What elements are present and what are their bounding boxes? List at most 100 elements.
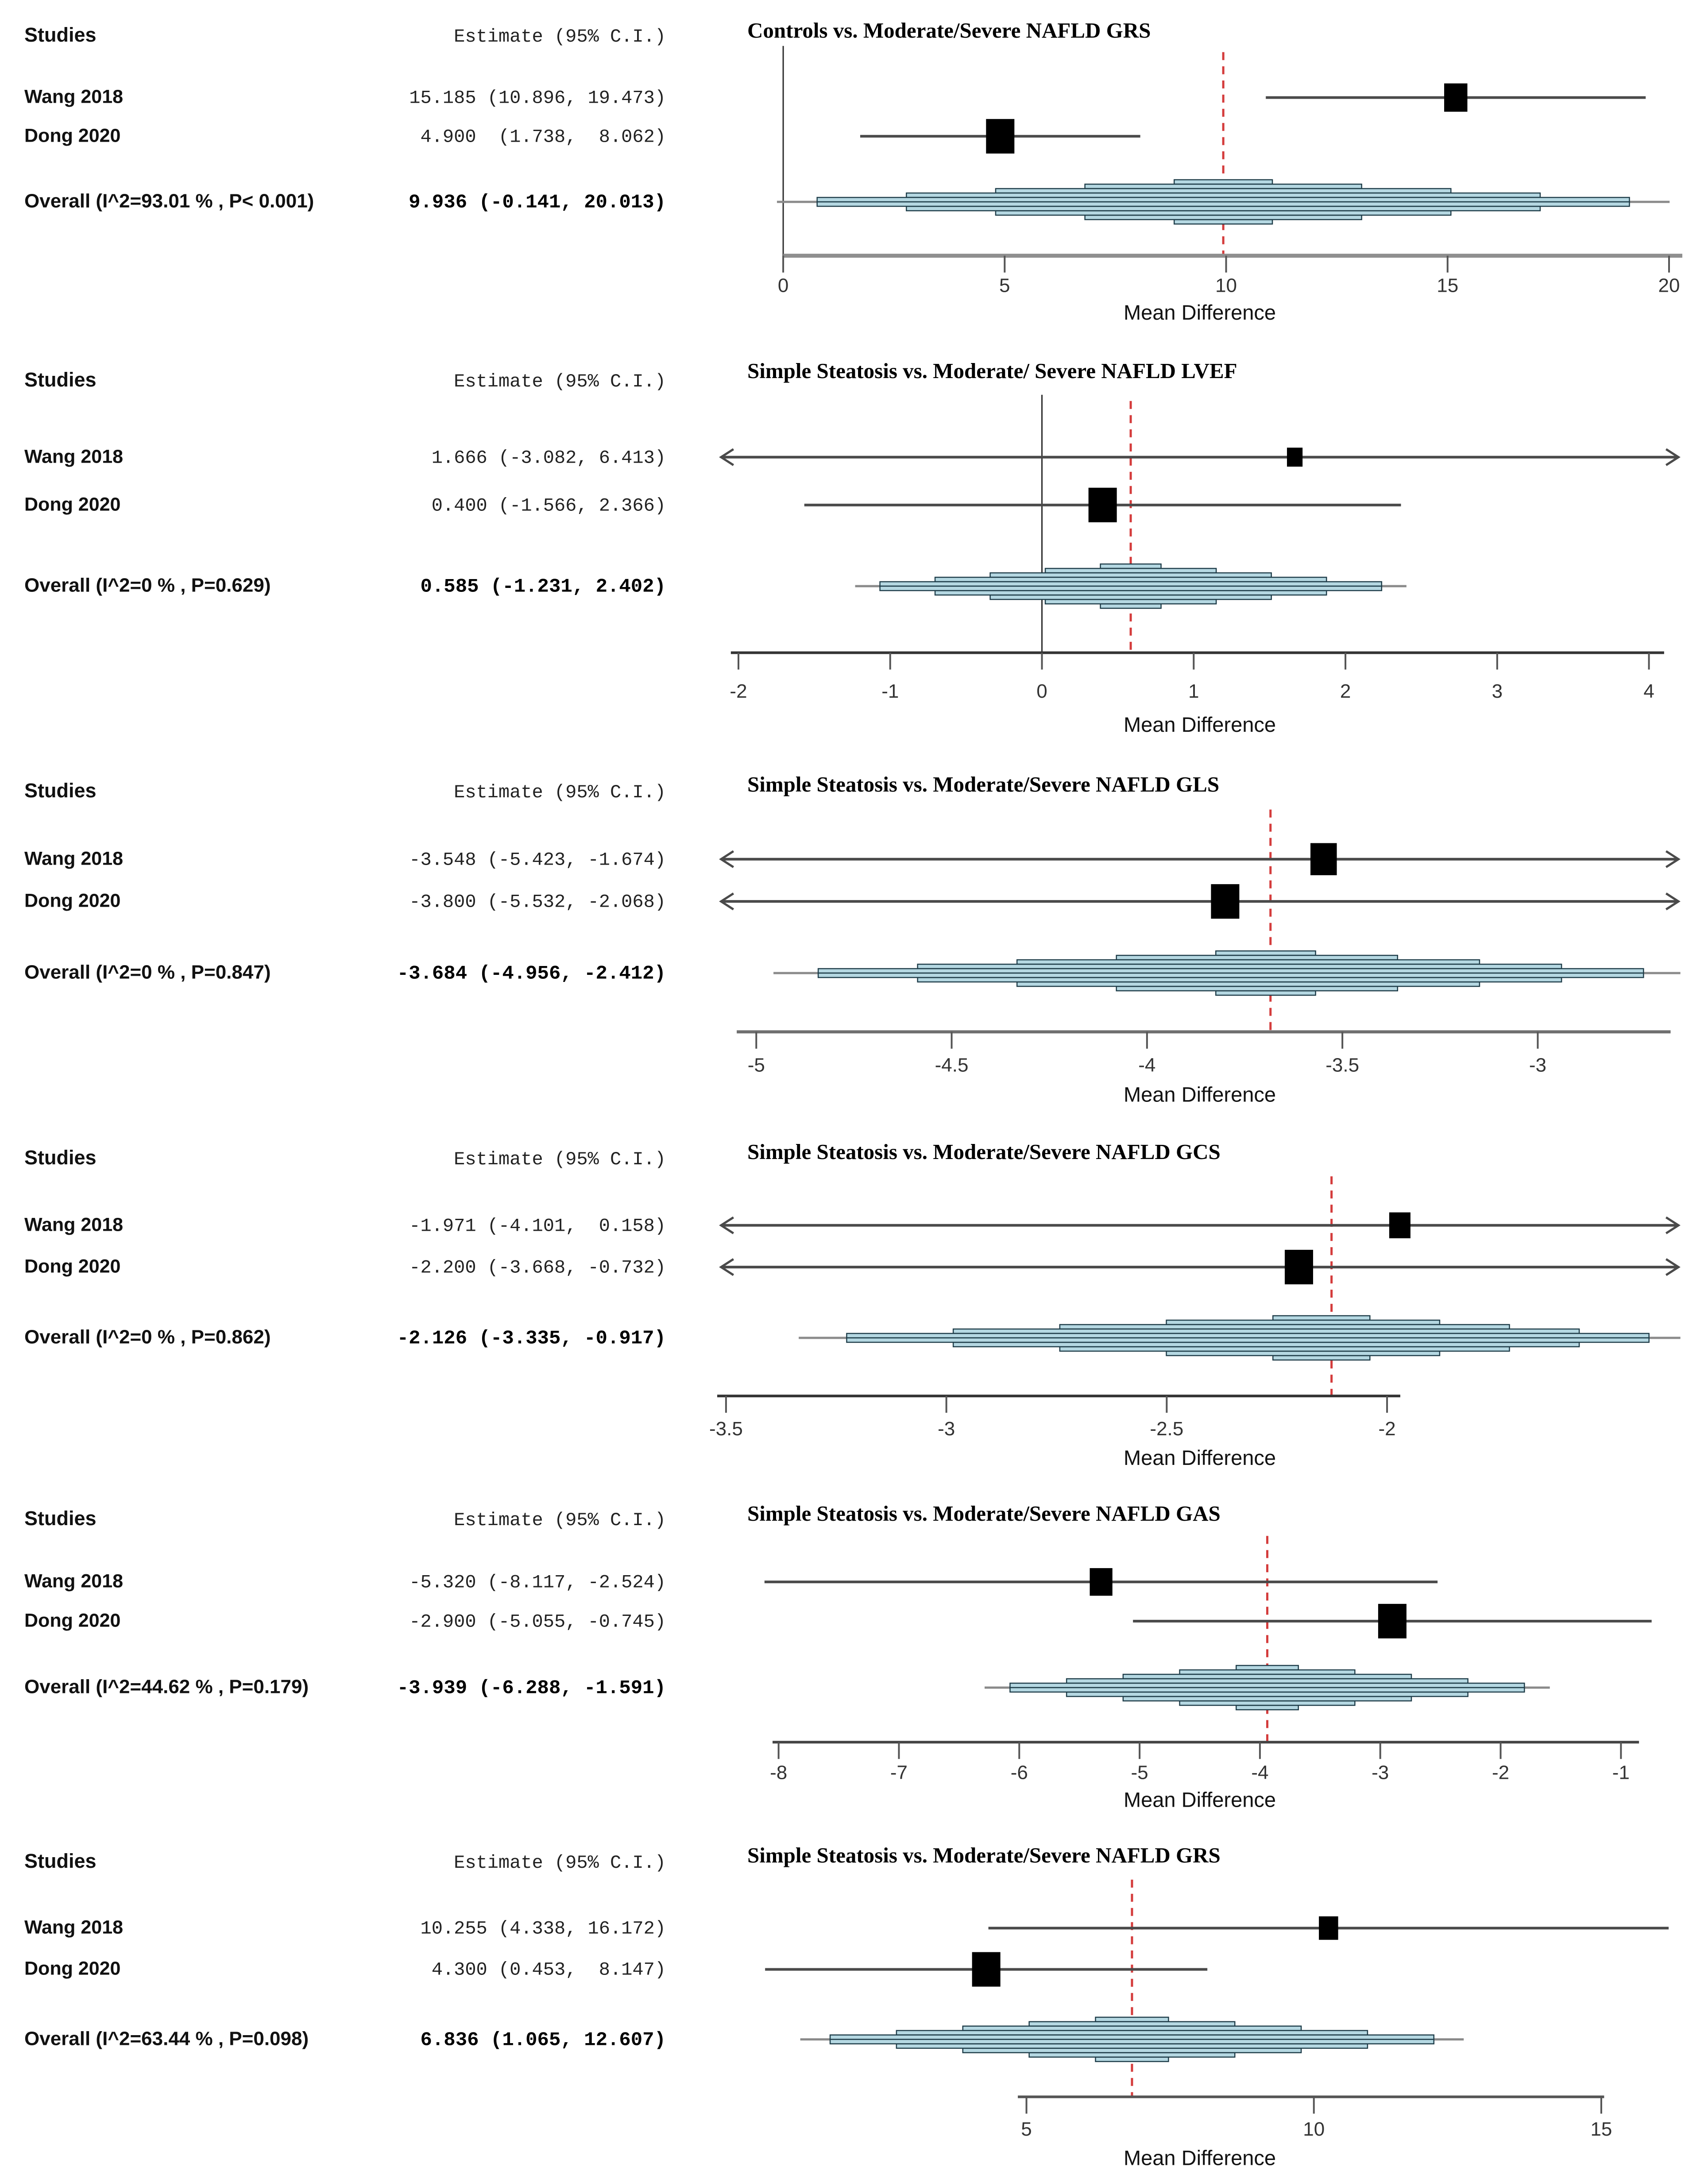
forest-plot-svg: -2 -1 0 1 2 3 4 Mean Difference <box>719 394 1681 736</box>
estimate-header: Estimate (95% C.I.) <box>454 1149 666 1171</box>
plot-title: Controls vs. Moderate/Severe NAFLD GRS <box>747 18 1151 43</box>
svg-text:5: 5 <box>1021 2118 1032 2140</box>
svg-text:-3.5: -3.5 <box>1325 1054 1359 1076</box>
forest-panel-grs-controls: Studies Estimate (95% C.I.) Wang 2018 15… <box>0 0 1708 336</box>
svg-text:-1: -1 <box>881 680 899 702</box>
study-label: Wang 2018 <box>24 1214 124 1236</box>
svg-text:Mean Difference: Mean Difference <box>1124 301 1276 324</box>
plot-title: Simple Steatosis vs. Moderate/ Severe NA… <box>747 358 1237 383</box>
study-estimate: 4.900 (1.738, 8.062) <box>409 126 666 148</box>
study-label: Dong 2020 <box>24 890 121 912</box>
overall-estimate: -3.939 (-6.288, -1.591) <box>397 1677 666 1700</box>
svg-text:Mean Difference: Mean Difference <box>1124 1788 1276 1812</box>
svg-text:-2: -2 <box>730 680 747 702</box>
overall-label: Overall (I^2=93.01 % , P< 0.001) <box>24 190 314 212</box>
svg-text:-4.5: -4.5 <box>935 1054 969 1076</box>
svg-text:-1: -1 <box>1612 1762 1630 1783</box>
study-estimate: -2.200 (-3.668, -0.732) <box>409 1257 666 1279</box>
overall-label: Overall (I^2=0 % , P=0.847) <box>24 961 271 983</box>
svg-text:-3: -3 <box>938 1418 955 1440</box>
panel-text-column: Studies Estimate (95% C.I.) Wang 2018 15… <box>0 0 682 336</box>
svg-text:1: 1 <box>1188 680 1199 702</box>
svg-text:10: 10 <box>1303 2118 1325 2140</box>
forest-panel-grs-steatosis: Studies Estimate (95% C.I.) Wang 2018 10… <box>0 1824 1708 2183</box>
panel-plot-column: Simple Steatosis vs. Moderate/Severe NAF… <box>682 1120 1708 1483</box>
overall-estimate: 0.585 (-1.231, 2.402) <box>420 576 666 598</box>
column-headers: Studies Estimate (95% C.I.) <box>0 1146 682 1170</box>
panel-plot-column: Simple Steatosis vs. Moderate/ Severe NA… <box>682 336 1708 753</box>
forest-panel-gls: Studies Estimate (95% C.I.) Wang 2018 -3… <box>0 753 1708 1120</box>
studies-header: Studies <box>24 1507 97 1530</box>
svg-text:0: 0 <box>778 275 788 297</box>
svg-text:Mean Difference: Mean Difference <box>1124 1446 1276 1469</box>
column-headers: Studies Estimate (95% C.I.) <box>0 1507 682 1531</box>
svg-text:-4: -4 <box>1251 1762 1268 1783</box>
overall-label: Overall (I^2=63.44 % , P=0.098) <box>24 2028 309 2050</box>
column-headers: Studies Estimate (95% C.I.) <box>0 779 682 803</box>
svg-text:2: 2 <box>1340 680 1351 702</box>
overall-estimate: 6.836 (1.065, 12.607) <box>409 2029 666 2052</box>
study-label: Wang 2018 <box>24 86 124 108</box>
study-estimate: -3.800 (-5.532, -2.068) <box>409 891 666 913</box>
studies-header: Studies <box>24 1146 97 1169</box>
study-label: Wang 2018 <box>24 848 124 869</box>
column-headers: Studies Estimate (95% C.I.) <box>0 368 682 392</box>
study-row: Dong 2020 4.300 (0.453, 8.147) <box>0 1958 682 1981</box>
overall-estimate: -2.126 (-3.335, -0.917) <box>397 1327 666 1350</box>
overall-row: Overall (I^2=0 % , P=0.862) -2.126 (-3.3… <box>0 1326 682 1350</box>
overall-row: Overall (I^2=63.44 % , P=0.098) 6.836 (1… <box>0 2028 682 2051</box>
study-row: Dong 2020 0.400 (-1.566, 2.366) <box>0 494 682 516</box>
overall-row: Overall (I^2=44.62 % , P=0.179) -3.939 (… <box>0 1676 682 1700</box>
svg-text:0: 0 <box>1036 680 1047 702</box>
forest-plot-svg: 5 10 15 Mean Difference <box>765 1879 1669 2169</box>
study-row: Dong 2020 -2.200 (-3.668, -0.732) <box>0 1256 682 1279</box>
study-label: Wang 2018 <box>24 446 124 468</box>
forest-plot-svg: -8 -7 -6 -5 -4 -3 -2 -1 Mean Difference <box>764 1536 1652 1812</box>
study-estimate: -3.548 (-5.423, -1.674) <box>409 849 666 871</box>
svg-text:-2: -2 <box>1492 1762 1509 1783</box>
overall-row: Overall (I^2=0 % , P=0.629) 0.585 (-1.23… <box>0 575 682 598</box>
forest-plot-svg: -3.5 -3 -2.5 -2 Mean Difference <box>709 1176 1681 1469</box>
forest-panel-gas: Studies Estimate (95% C.I.) Wang 2018 -5… <box>0 1483 1708 1824</box>
svg-text:3: 3 <box>1492 680 1503 702</box>
plot-title: Simple Steatosis vs. Moderate/Severe NAF… <box>747 1139 1221 1164</box>
svg-text:10: 10 <box>1215 275 1237 297</box>
study-estimate: 1.666 (-3.082, 6.413) <box>431 447 666 469</box>
svg-text:-2.5: -2.5 <box>1150 1418 1183 1440</box>
overall-row: Overall (I^2=0 % , P=0.847) -3.684 (-4.9… <box>0 962 682 985</box>
study-row: Dong 2020 -2.900 (-5.055, -0.745) <box>0 1610 682 1632</box>
svg-text:-3.5: -3.5 <box>709 1418 743 1440</box>
svg-text:-5: -5 <box>748 1054 765 1076</box>
column-headers: Studies Estimate (95% C.I.) <box>0 23 682 47</box>
forest-panel-gcs: Studies Estimate (95% C.I.) Wang 2018 -1… <box>0 1120 1708 1483</box>
panel-plot-column: Simple Steatosis vs. Moderate/Severe NAF… <box>682 1824 1708 2183</box>
panel-plot-column: Simple Steatosis vs. Moderate/Severe NAF… <box>682 1483 1708 1824</box>
svg-text:-8: -8 <box>770 1762 787 1783</box>
svg-text:-6: -6 <box>1011 1762 1028 1783</box>
estimate-header: Estimate (95% C.I.) <box>454 782 666 804</box>
overall-estimate: 9.936 (-0.141, 20.013) <box>397 191 666 214</box>
svg-text:-5: -5 <box>1131 1762 1148 1783</box>
study-row: Wang 2018 -3.548 (-5.423, -1.674) <box>0 848 682 870</box>
estimate-header: Estimate (95% C.I.) <box>454 26 666 47</box>
forest-plot-svg: 0 5 10 15 20 Mean Difference <box>777 46 1682 324</box>
study-estimate: 4.300 (0.453, 8.147) <box>420 1959 666 1981</box>
svg-text:-3: -3 <box>1529 1054 1546 1076</box>
panel-text-column: Studies Estimate (95% C.I.) Wang 2018 1.… <box>0 336 682 753</box>
estimate-header: Estimate (95% C.I.) <box>454 1852 666 1874</box>
svg-text:Mean Difference: Mean Difference <box>1124 2146 1276 2169</box>
study-row: Wang 2018 10.255 (4.338, 16.172) <box>0 1917 682 1940</box>
study-row: Wang 2018 -5.320 (-8.117, -2.524) <box>0 1571 682 1593</box>
study-estimate: 0.400 (-1.566, 2.366) <box>431 495 666 517</box>
svg-text:20: 20 <box>1658 275 1680 297</box>
plot-title: Simple Steatosis vs. Moderate/Severe NAF… <box>747 772 1220 797</box>
svg-text:-4: -4 <box>1138 1054 1155 1076</box>
study-label: Dong 2020 <box>24 125 121 147</box>
study-estimate: -1.971 (-4.101, 0.158) <box>409 1215 666 1237</box>
forest-plot-svg: -5 -4.5 -4 -3.5 -3 Mean Difference <box>719 809 1681 1106</box>
overall-label: Overall (I^2=44.62 % , P=0.179) <box>24 1676 309 1698</box>
studies-header: Studies <box>24 23 97 46</box>
svg-text:15: 15 <box>1590 2118 1612 2140</box>
overall-label: Overall (I^2=0 % , P=0.862) <box>24 1326 271 1348</box>
